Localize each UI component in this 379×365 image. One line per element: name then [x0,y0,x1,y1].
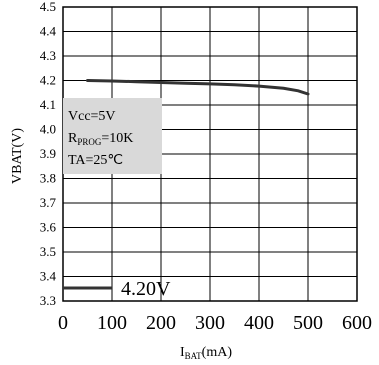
legend: 4.20V [63,278,171,300]
y-tick-label: 3.6 [40,220,57,235]
x-axis-label-tail: (mA) [202,345,233,360]
y-tick-label: 4.4 [40,24,57,39]
y-tick-label: 4.3 [40,48,56,63]
x-tick-label: 400 [244,312,274,334]
annotation-background [63,98,162,174]
y-tick-label: 3.3 [40,293,56,308]
annotation-rprog-sub: PROG [77,137,102,147]
y-tick-label: 3.9 [40,146,56,161]
annotation-vcc: Vcc=5V [68,109,116,124]
x-tick-label: 200 [146,312,176,334]
annotation-rprog-main: R [68,131,78,146]
y-tick-label: 3.5 [40,244,56,259]
y-tick-label: 3.8 [40,171,56,186]
annotation-rprog: RPROG=10K [68,131,133,147]
series-layer [86,79,310,96]
y-tick-label: 4.0 [40,122,56,137]
series-line [86,79,310,96]
legend-label: 4.20V [121,278,171,300]
annotation-ta: TA=25℃ [68,153,123,168]
x-tick-label: 300 [195,312,225,334]
y-tick-label: 4.5 [40,0,56,14]
x-tick-label: 600 [342,312,372,334]
x-tick-labels: 0 100 200 300 400 500 600 [58,312,372,334]
x-tick-label: 500 [293,312,323,334]
y-tick-label: 3.4 [40,269,57,284]
x-axis-label-sub: BAT [185,351,203,361]
annotation-box: Vcc=5V RPROG=10K TA=25℃ [63,98,162,174]
x-axis-label: IBAT(mA) [180,345,232,361]
y-tick-label: 3.7 [40,195,57,210]
y-tick-label: 4.2 [40,73,56,88]
y-axis-label: VBAT(V) [10,128,25,184]
x-tick-label: 0 [58,312,68,334]
x-tick-label: 100 [97,312,127,334]
y-tick-label: 4.1 [40,97,56,112]
y-tick-labels: 3.3 3.4 3.5 3.6 3.7 3.8 3.9 4.0 4.1 4.2 4.3 4.4 4.5 [40,0,57,308]
annotation-rprog-tail: =10K [101,131,133,146]
x-axis-label-main: I [180,345,185,360]
